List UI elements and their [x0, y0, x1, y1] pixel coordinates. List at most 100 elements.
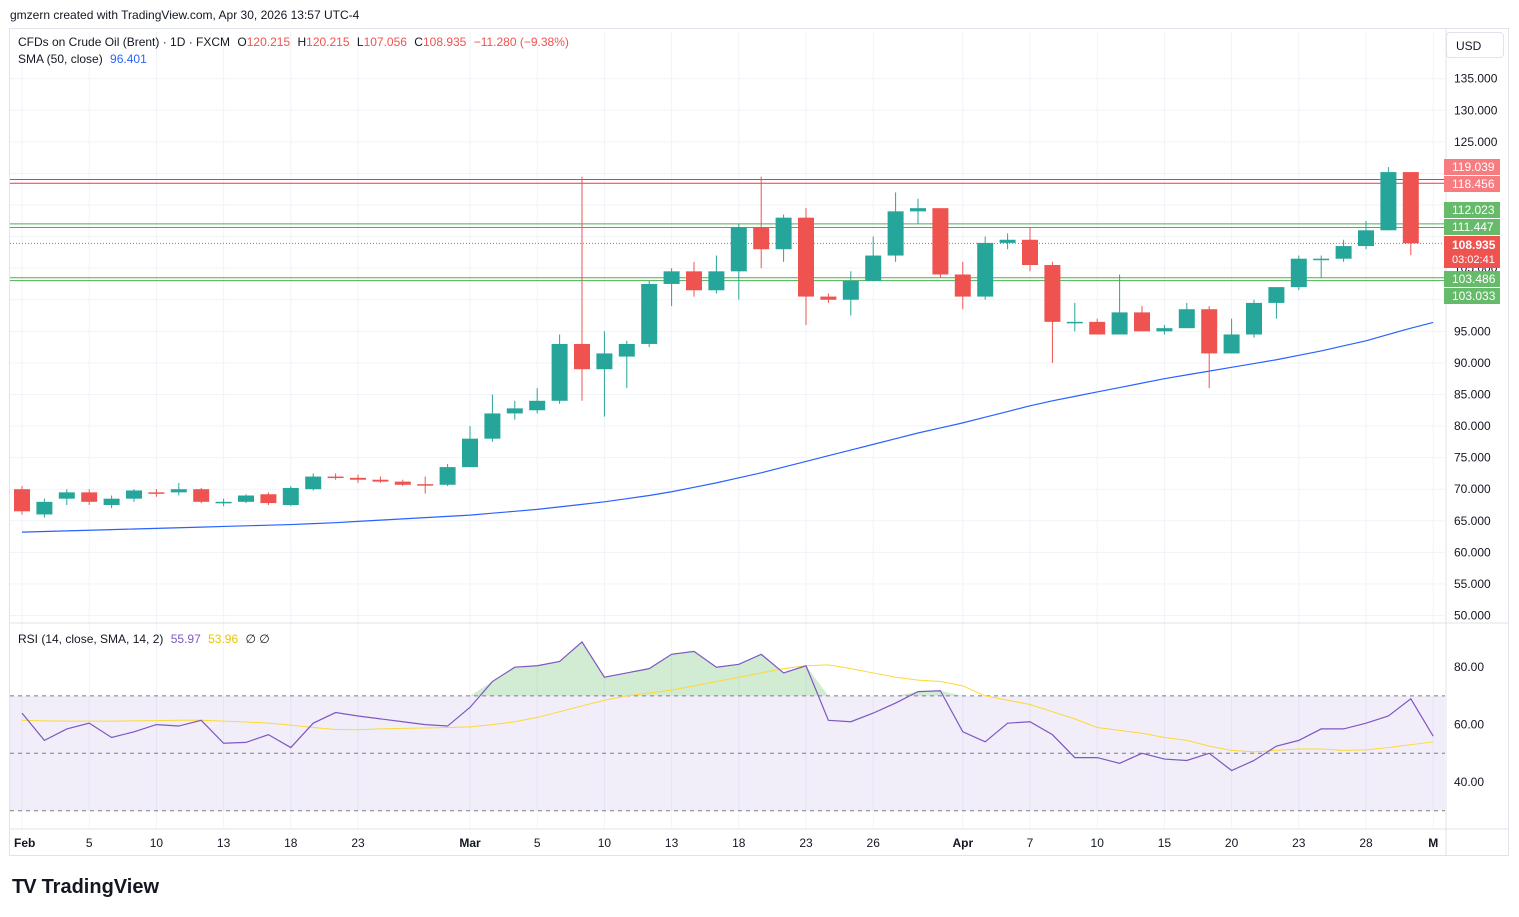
- candle-body: [1044, 265, 1061, 322]
- candle-body: [865, 255, 882, 281]
- candle-body: [238, 495, 254, 502]
- candle-body: [1201, 309, 1218, 354]
- last-price-badge: [1444, 236, 1500, 268]
- logo-text: TradingView: [41, 876, 160, 898]
- candle-body: [1402, 172, 1419, 244]
- rsi-band-background: [10, 695, 1445, 812]
- candle-body: [1380, 172, 1397, 231]
- time-tick-label: 23: [351, 836, 365, 850]
- candle-body: [618, 343, 635, 357]
- close-value: 108.935: [422, 35, 467, 49]
- candles: [14, 167, 1419, 518]
- candle-body: [1246, 302, 1262, 335]
- rsi-tick-label: 80.00: [1454, 660, 1484, 674]
- rsi-value: 55.97: [170, 632, 201, 646]
- candle-body: [775, 217, 792, 250]
- candle-body: [1066, 321, 1083, 324]
- time-tick-label: Apr: [952, 836, 973, 850]
- candle-body: [1022, 239, 1038, 266]
- candle-body: [282, 487, 299, 505]
- level-badge-label: 119.039: [1452, 160, 1495, 174]
- candle-body: [820, 296, 837, 300]
- candle-body: [932, 208, 949, 275]
- candle-body: [417, 484, 434, 486]
- level-badge: [1444, 176, 1500, 192]
- time-tick-label: 15: [1158, 836, 1172, 850]
- candle-body: [1156, 328, 1173, 332]
- candle-body: [1178, 309, 1195, 329]
- candle-body: [439, 467, 456, 485]
- high-value: 120.215: [306, 35, 350, 49]
- candle-body: [1358, 230, 1374, 247]
- sma-label: SMA (50, close): [18, 52, 103, 66]
- rsi-legend: RSI (14, close, SMA, 14, 2) 55.97 53.96 …: [18, 632, 274, 646]
- price-tick-label: 55.000: [1454, 577, 1491, 591]
- candle-body: [596, 353, 613, 370]
- time-tick-label: 18: [284, 836, 298, 850]
- change-value: −11.280 (−9.38%): [473, 35, 569, 49]
- candle-body: [999, 239, 1016, 243]
- price-axis: 135.000 130.000 125.000 95.000 90.000 85.000 8…: [1444, 72, 1500, 623]
- candle-body: [81, 492, 98, 502]
- open-value: 120.215: [246, 35, 291, 49]
- level-badge: [1444, 288, 1500, 304]
- time-tick-label: 10: [150, 836, 164, 850]
- candle-body: [462, 438, 478, 468]
- candle-body: [14, 489, 30, 512]
- candle-body: [1223, 334, 1240, 354]
- level-badge-label: 103.486: [1452, 272, 1496, 286]
- time-tick-label: Feb: [14, 836, 35, 850]
- tradingview-logo: TV TradingView: [12, 876, 159, 899]
- time-tick-label: 26: [867, 836, 881, 850]
- time-tick-label: 5: [86, 836, 93, 850]
- candle-body: [506, 408, 523, 414]
- time-tick-label: 13: [217, 836, 231, 850]
- low-value: 107.056: [363, 35, 407, 49]
- candle-body: [350, 477, 366, 480]
- grid: [10, 28, 1508, 856]
- time-tick-label: 10: [1091, 836, 1105, 850]
- candle-body: [910, 208, 926, 212]
- price-tick-label: 125.000: [1454, 135, 1498, 149]
- credit-text: gmzern created with TradingView.com, Apr…: [10, 8, 360, 22]
- candle-body: [193, 489, 210, 502]
- price-tick-label: 75.000: [1454, 451, 1491, 465]
- candle-body: [730, 227, 747, 272]
- currency-button[interactable]: USD: [1446, 32, 1504, 58]
- rsi-tick-label: 60.00: [1454, 718, 1484, 732]
- rsi-overbought-fill: [22, 641, 1434, 696]
- time-tick-label: M: [1428, 836, 1438, 850]
- sma-legend: SMA (50, close) 96.401: [18, 52, 151, 66]
- candle-body: [954, 274, 971, 297]
- candle-body: [36, 501, 53, 515]
- candle-body: [798, 217, 814, 297]
- time-tick-label: 20: [1225, 836, 1239, 850]
- candle-body: [1268, 287, 1285, 303]
- price-tick-label: 50.000: [1454, 609, 1491, 623]
- price-tick-label: 95.000: [1454, 324, 1491, 338]
- candle-body: [1290, 258, 1307, 288]
- level-badge-label: 103.033: [1452, 289, 1496, 303]
- level-badge-label: 112.023: [1452, 203, 1495, 217]
- candle-body: [1134, 312, 1150, 332]
- chart-frame: [9, 28, 1509, 856]
- symbol-legend: CFDs on Crude Oil (Brent) · 1D · FXCM O1…: [18, 35, 569, 49]
- sma-value: 96.401: [110, 52, 147, 66]
- time-tick-label: 23: [1292, 836, 1306, 850]
- time-tick-label: 13: [665, 836, 679, 850]
- sma-line: [21, 321, 1434, 533]
- candle-body: [708, 271, 725, 291]
- rsi-label: RSI (14, close, SMA, 14, 2): [18, 632, 164, 646]
- price-tick-label: 130.000: [1454, 103, 1498, 117]
- candle-body: [260, 494, 277, 504]
- time-tick-label: 10: [598, 836, 612, 850]
- candle-body: [372, 479, 389, 482]
- candle-body: [58, 492, 75, 499]
- rsi-series: [21, 641, 1434, 772]
- level-badge: [1444, 271, 1500, 287]
- candle-body: [148, 492, 165, 494]
- candle-body: [170, 489, 187, 493]
- time-tick-label: Mar: [459, 836, 481, 850]
- time-tick-label: 5: [534, 836, 541, 850]
